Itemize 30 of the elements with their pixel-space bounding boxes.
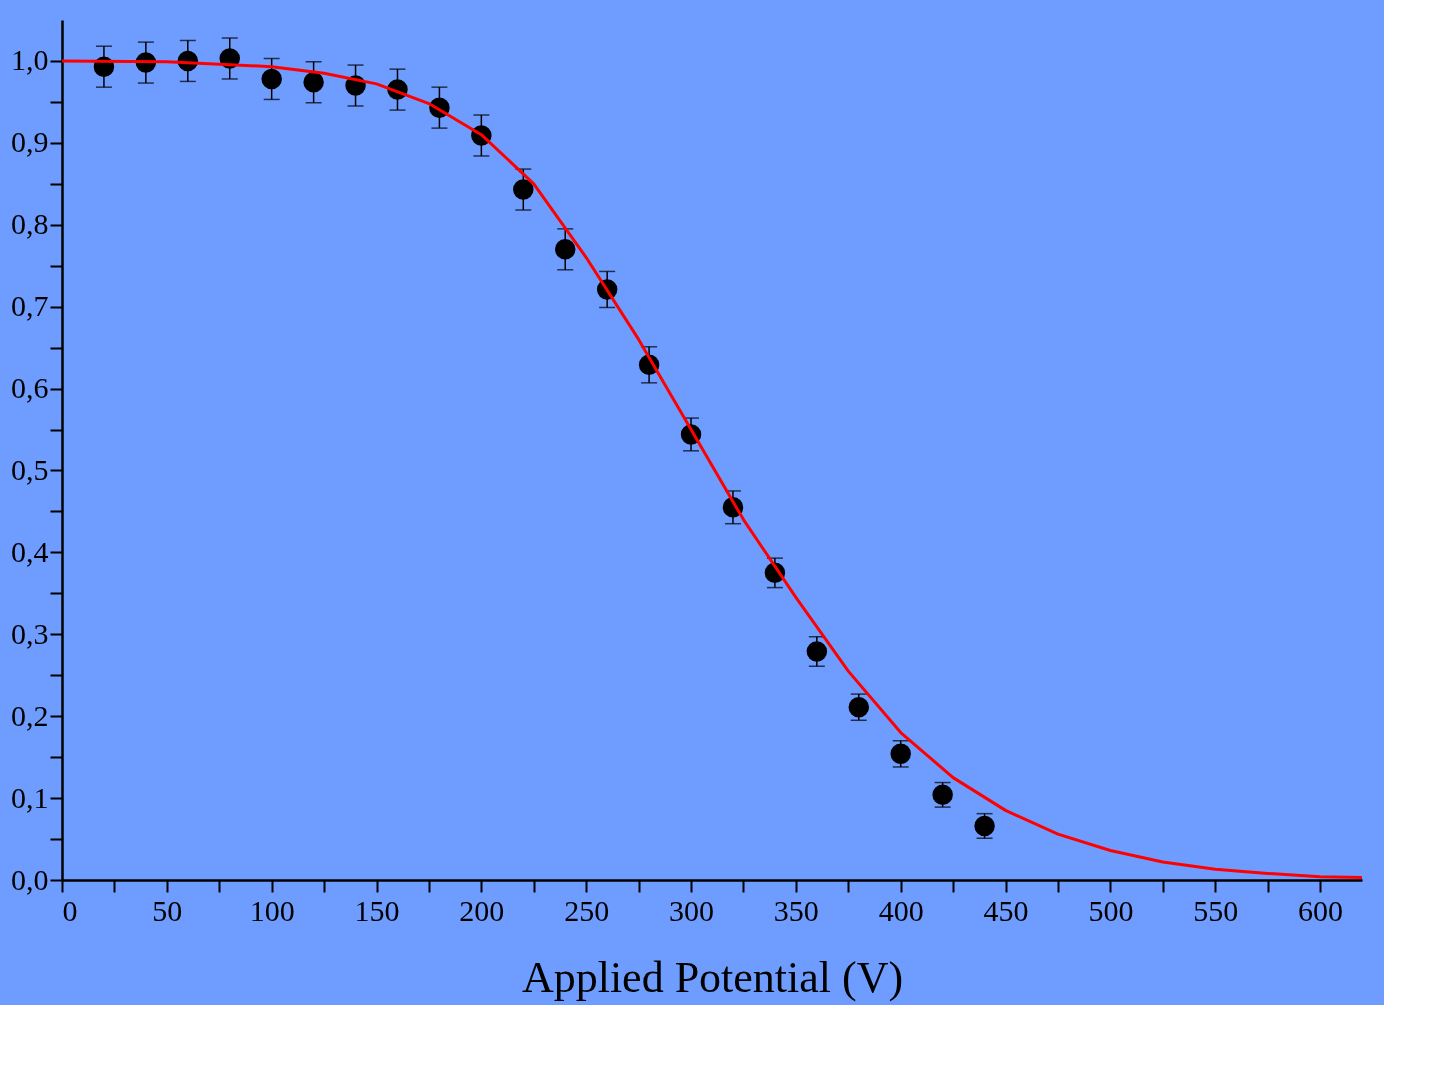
x-tick-label: 450 (983, 893, 1029, 927)
x-tick-label: 550 (1193, 893, 1239, 927)
y-tick-label: 0,2 (11, 698, 49, 732)
point (554, 239, 576, 260)
y-tick-label: 1,0 (11, 43, 49, 77)
x-tick-label: 0 (62, 893, 78, 927)
y-tick-label: 0,5 (11, 452, 49, 486)
point (513, 179, 534, 200)
y-tick-label: 0,4 (11, 534, 49, 568)
point (303, 72, 324, 93)
point (806, 641, 828, 662)
x-tick-label: 50 (152, 893, 183, 927)
y-tick-label: 0,9 (11, 125, 49, 159)
x-tick-label: 250 (564, 893, 610, 927)
y-tick-label: 0,8 (11, 207, 49, 241)
y-tick-label: 0,0 (11, 862, 49, 896)
point (261, 68, 282, 90)
x-tick-label: 600 (1298, 893, 1344, 927)
y-tick-label: 0,7 (11, 289, 49, 323)
y-tick-label: 0,3 (11, 616, 49, 650)
x-tick-label: 100 (249, 893, 295, 927)
x-tick-label: 150 (354, 893, 400, 927)
y-tick-label: 0,1 (11, 780, 49, 814)
x-axis-title: Applied Potential (V) (521, 952, 904, 1002)
x-tick-label: 350 (773, 893, 819, 927)
x-tick-label: 200 (459, 893, 505, 927)
y-tick-label: 0,6 (11, 371, 49, 405)
x-tick-label: 500 (1088, 893, 1134, 927)
x-tick-label: 300 (669, 893, 715, 927)
x-tick-label: 400 (878, 893, 924, 927)
